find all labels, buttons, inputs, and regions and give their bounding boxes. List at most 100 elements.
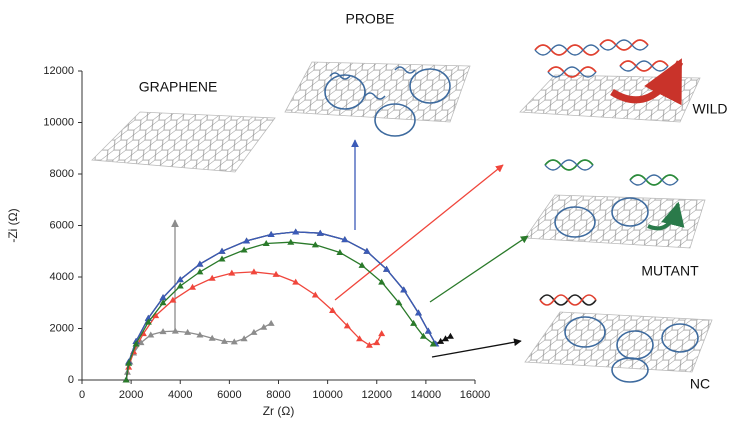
point bbox=[208, 334, 216, 341]
y-axis-label: -Zi (Ω) bbox=[6, 208, 20, 242]
graphene-illustration bbox=[91, 111, 276, 173]
point bbox=[272, 270, 280, 277]
point bbox=[228, 269, 236, 276]
point bbox=[262, 240, 270, 247]
point bbox=[395, 299, 403, 306]
point bbox=[267, 319, 275, 326]
point bbox=[287, 238, 295, 245]
point bbox=[240, 335, 248, 342]
probe-illustration bbox=[284, 61, 471, 137]
pointer-arrows bbox=[171, 139, 529, 358]
point bbox=[365, 341, 373, 348]
point bbox=[122, 376, 130, 383]
axes: 0 2000 4000 6000 8000 10000 12000 14000 16000 0 20… bbox=[6, 65, 490, 418]
point bbox=[125, 359, 133, 366]
annotation: GRAPHENE bbox=[139, 79, 218, 95]
annotation: WILD bbox=[693, 101, 728, 117]
point bbox=[196, 331, 204, 338]
mutant-illustration bbox=[524, 159, 706, 249]
point bbox=[437, 337, 445, 344]
annotation: MUTANT bbox=[641, 263, 699, 279]
point bbox=[159, 299, 167, 306]
point bbox=[336, 249, 344, 256]
point bbox=[429, 340, 437, 347]
point bbox=[230, 338, 238, 345]
series-line bbox=[125, 241, 434, 381]
point bbox=[144, 318, 152, 325]
point bbox=[446, 332, 454, 339]
point bbox=[378, 278, 386, 285]
point bbox=[292, 228, 300, 235]
point bbox=[260, 323, 268, 330]
point bbox=[316, 229, 324, 236]
x-tick-label: 8000 bbox=[266, 389, 290, 401]
point bbox=[356, 335, 364, 342]
point bbox=[383, 265, 391, 272]
annotations: GRAPHENE PROBE WILD MUTANT NC bbox=[139, 11, 728, 392]
y-tick-label: 0 bbox=[68, 374, 74, 386]
point bbox=[419, 332, 427, 339]
point bbox=[363, 247, 371, 254]
point bbox=[240, 246, 248, 253]
point bbox=[218, 247, 226, 254]
point bbox=[184, 328, 192, 335]
point bbox=[169, 296, 177, 303]
point bbox=[171, 327, 179, 334]
point bbox=[400, 286, 408, 293]
x-tick-label: 12000 bbox=[361, 389, 392, 401]
x-tick-label: 4000 bbox=[168, 389, 192, 401]
point bbox=[250, 328, 258, 335]
point bbox=[159, 294, 167, 301]
point bbox=[343, 322, 351, 329]
point bbox=[196, 260, 204, 267]
point bbox=[152, 312, 160, 319]
y-tick-label: 12000 bbox=[43, 65, 74, 77]
series-line bbox=[125, 231, 437, 381]
point bbox=[415, 309, 423, 316]
y-tick-label: 2000 bbox=[50, 322, 74, 334]
point bbox=[358, 261, 366, 268]
annotation: PROBE bbox=[345, 11, 394, 27]
point bbox=[132, 340, 140, 347]
point bbox=[292, 278, 300, 285]
point bbox=[196, 268, 204, 275]
x-tick-label: 10000 bbox=[312, 389, 343, 401]
y-tick-label: 10000 bbox=[43, 116, 74, 128]
point bbox=[341, 236, 349, 243]
x-axis-label: Zr (Ω) bbox=[263, 404, 295, 418]
nc-illustration bbox=[524, 294, 713, 383]
point bbox=[373, 339, 381, 346]
series-line bbox=[125, 322, 272, 381]
y-tick-label: 6000 bbox=[50, 219, 74, 231]
point bbox=[208, 274, 216, 281]
point bbox=[147, 331, 155, 338]
point bbox=[311, 291, 319, 298]
point bbox=[410, 319, 418, 326]
x-tick-label: 6000 bbox=[217, 389, 241, 401]
plot-area bbox=[122, 228, 454, 383]
point bbox=[220, 337, 228, 344]
point bbox=[250, 268, 258, 275]
point bbox=[329, 306, 337, 313]
point bbox=[176, 276, 184, 283]
y-tick-label: 8000 bbox=[50, 168, 74, 180]
wild-illustration bbox=[519, 39, 701, 123]
annotation: NC bbox=[690, 376, 710, 392]
point bbox=[159, 328, 167, 335]
point bbox=[218, 255, 226, 262]
point bbox=[424, 327, 432, 334]
point bbox=[189, 283, 197, 290]
x-tick-label: 14000 bbox=[411, 389, 442, 401]
x-tick-label: 2000 bbox=[119, 389, 143, 401]
point bbox=[243, 237, 251, 244]
series-line bbox=[125, 271, 383, 381]
x-tick-label: 0 bbox=[79, 389, 85, 401]
point bbox=[311, 241, 319, 248]
point bbox=[267, 231, 275, 238]
point bbox=[176, 282, 184, 289]
point bbox=[442, 335, 450, 342]
point bbox=[378, 330, 386, 337]
x-tick-label: 16000 bbox=[460, 389, 491, 401]
y-tick-label: 4000 bbox=[50, 271, 74, 283]
